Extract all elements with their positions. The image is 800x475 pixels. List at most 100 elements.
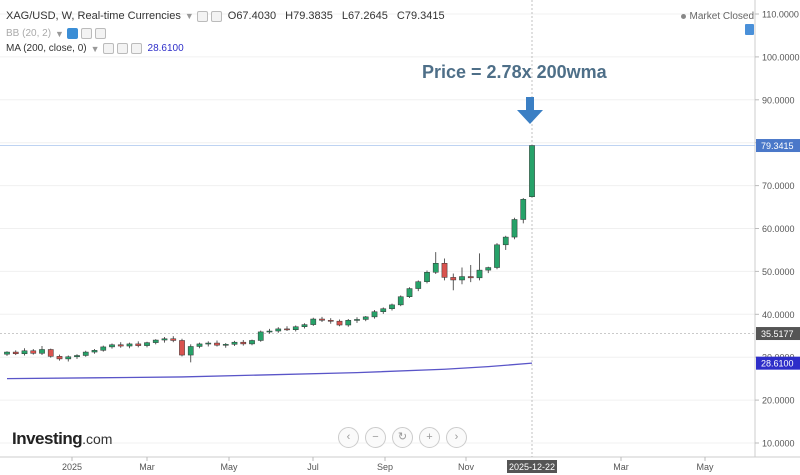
x-tick-label: Mar xyxy=(613,462,629,472)
candle-up xyxy=(144,342,150,346)
investing-logo: Investing.com xyxy=(12,429,112,449)
visibility-icon[interactable] xyxy=(210,10,222,22)
candle-up xyxy=(91,350,98,353)
bb-dropdown-icon[interactable]: ▼ xyxy=(55,28,64,39)
down-arrow-icon xyxy=(517,97,543,124)
price-tag-label: 35.5177 xyxy=(761,329,794,339)
candle-up xyxy=(4,351,10,355)
candle-up xyxy=(205,342,212,345)
candle-down xyxy=(450,277,457,281)
candle-up xyxy=(292,326,299,330)
market-status-label: Market Closed xyxy=(689,11,754,22)
candle-up xyxy=(397,296,404,306)
candle-up xyxy=(152,339,159,343)
bb-close-icon[interactable] xyxy=(94,28,106,39)
grid xyxy=(0,13,755,444)
chart-annotation: Price = 2.78x 200wma xyxy=(422,62,607,82)
ma-indicator-row: MA (200, close, 0) ▼ 28.6100 xyxy=(6,43,184,54)
date-tag-label: 2025-12-22 xyxy=(509,462,555,472)
candle-up xyxy=(249,340,255,345)
y-tick-label: 40.0000 xyxy=(762,310,795,320)
scroll-right-button[interactable]: › xyxy=(446,427,467,448)
ma-visibility-icon[interactable] xyxy=(102,43,114,54)
x-tick-label: Mar xyxy=(139,462,155,472)
candle-up xyxy=(354,319,360,321)
candle-down xyxy=(117,344,124,347)
bb-settings-icon[interactable] xyxy=(80,28,92,39)
candle-up xyxy=(362,316,369,320)
candle-up xyxy=(257,331,264,341)
high-value: 79.3835 xyxy=(293,10,333,22)
candle-up xyxy=(109,344,115,348)
x-tick-label: Sep xyxy=(377,462,393,472)
reset-button[interactable]: ↻ xyxy=(392,427,413,448)
close-value: 79.3415 xyxy=(404,10,445,22)
candle-down xyxy=(170,338,177,341)
candle-up xyxy=(126,343,133,347)
high-label: H xyxy=(285,10,294,22)
y-tick-label: 110.0000 xyxy=(762,10,799,20)
candle-down xyxy=(214,342,220,346)
scroll-left-button[interactable]: ‹ xyxy=(338,427,359,448)
candle-up xyxy=(266,330,273,333)
x-tick-label: May xyxy=(220,462,238,472)
candle-down xyxy=(441,262,448,278)
candle-up xyxy=(100,346,107,351)
x-tick-label: May xyxy=(696,462,714,472)
ma-close-icon[interactable] xyxy=(130,43,142,54)
bb-indicator-row: BB (20, 2) ▼ xyxy=(6,28,106,39)
scale-toggle-icon[interactable] xyxy=(745,24,754,35)
candle-up xyxy=(39,349,45,354)
settings-icon[interactable] xyxy=(196,10,208,22)
candle-up xyxy=(380,308,387,312)
ma-settings-icon[interactable] xyxy=(116,43,128,54)
price-tag xyxy=(756,139,800,153)
symbol-title: XAG/USD, W, Real-time Currencies xyxy=(6,10,181,22)
candle-up xyxy=(187,346,194,356)
candle-up xyxy=(459,276,465,281)
down-arrow-shape xyxy=(517,97,543,124)
logo-main: Investing xyxy=(12,429,83,448)
candle-up xyxy=(74,355,80,358)
candle-up xyxy=(424,272,430,282)
candle-up xyxy=(502,236,509,246)
candle-down xyxy=(56,356,63,360)
open-label: O xyxy=(227,10,237,22)
symbol-dropdown-icon[interactable]: ▼ xyxy=(184,11,194,21)
price-tag-label: 79.3415 xyxy=(761,141,794,151)
candle-up xyxy=(310,318,317,325)
candle-up xyxy=(529,145,535,198)
candle-up xyxy=(82,351,89,356)
close-label: C xyxy=(396,10,405,22)
zoom-in-button[interactable]: + xyxy=(419,427,440,448)
candle-up xyxy=(371,311,378,318)
open-value: 67.4030 xyxy=(236,10,277,22)
low-label: L xyxy=(341,10,349,22)
candle-down xyxy=(467,276,474,279)
y-tick-label: 10.0000 xyxy=(762,439,795,449)
candle-down xyxy=(336,320,343,326)
candle-up xyxy=(231,341,238,345)
date-tag xyxy=(507,460,557,473)
candle-up xyxy=(494,244,500,268)
y-tick-label: 20.0000 xyxy=(762,396,795,406)
x-tick-label: 2025 xyxy=(62,462,82,472)
candle-down xyxy=(179,340,185,356)
ma-indicator-label[interactable]: MA (200, close, 0) xyxy=(6,43,87,54)
candle-up xyxy=(275,328,282,332)
bb-indicator-label[interactable]: BB (20, 2) xyxy=(6,28,52,39)
candle-up xyxy=(432,262,439,273)
ma-dropdown-icon[interactable]: ▼ xyxy=(90,43,100,54)
candle-up xyxy=(406,288,413,297)
candle-up xyxy=(65,356,72,360)
price-tag xyxy=(756,327,800,341)
zoom-out-button[interactable]: − xyxy=(365,427,386,448)
candle-up xyxy=(476,269,483,279)
logo-suffix: .com xyxy=(82,431,113,447)
symbol-header: XAG/USD, W, Real-time Currencies ▼ O67.4… xyxy=(6,10,445,22)
bb-visibility-icon[interactable] xyxy=(66,28,78,39)
price-tags: 79.3415 35.5177 28.6100 xyxy=(756,139,800,370)
x-tick-label: Nov xyxy=(458,462,475,472)
price-tag-label: 28.6100 xyxy=(761,359,794,369)
